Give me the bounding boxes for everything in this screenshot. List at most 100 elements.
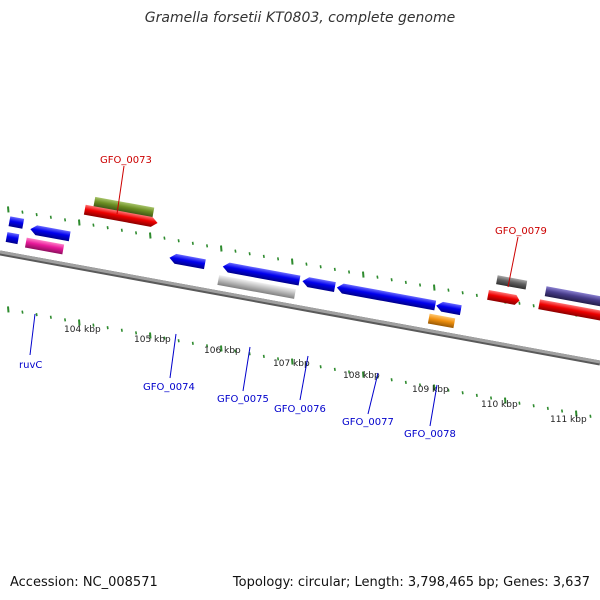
label-gfo0078[interactable]: GFO_0078: [404, 429, 456, 440]
gene-silver-gfo0075[interactable]: [217, 275, 296, 299]
kbp-label-111: 111 kbp: [550, 415, 587, 425]
tick-mark: [220, 345, 223, 352]
tick-mark: [262, 254, 265, 258]
label-gfo0076[interactable]: GFO_0076: [274, 404, 326, 415]
tick-mark: [277, 257, 280, 261]
tick-mark: [447, 388, 450, 392]
tick-mark: [447, 288, 450, 292]
gene-blue-gfo0076[interactable]: [302, 276, 336, 293]
tick-mark: [518, 401, 521, 405]
map-title: Gramella forsetii KT0803, complete genom…: [144, 10, 456, 26]
gene-red-gfo0073[interactable]: [83, 204, 159, 228]
tick-mark: [433, 284, 436, 291]
tick-mark: [475, 293, 478, 298]
label-gfo0077[interactable]: GFO_0077: [342, 417, 394, 428]
tick-mark: [35, 313, 38, 317]
label-ruvc[interactable]: ruvC: [19, 360, 42, 371]
gene-red-right[interactable]: [487, 289, 520, 306]
gene-slate-right[interactable]: [544, 286, 600, 307]
tick-mark: [7, 306, 10, 313]
gene-magenta-ruvc[interactable]: [24, 237, 65, 255]
tick-mark: [92, 223, 95, 227]
label-gfo0079[interactable]: GFO_0079: [495, 226, 547, 237]
tick-mark: [589, 414, 592, 418]
upper-tick-row: [7, 206, 592, 318]
tick-mark: [163, 236, 166, 240]
tick-mark: [191, 241, 194, 245]
tick-mark: [177, 239, 180, 243]
tick-mark: [21, 310, 24, 314]
tick-mark: [348, 370, 351, 374]
gene-blue-gfo0078-a[interactable]: [435, 301, 462, 316]
gene-orange-gfo0078[interactable]: [427, 313, 456, 329]
gene-red-far-right[interactable]: [538, 299, 600, 321]
tick-mark: [561, 409, 564, 413]
kbp-label-109: 109 kbp: [412, 385, 449, 395]
tick-mark: [78, 319, 81, 326]
tick-mark: [277, 357, 280, 361]
tick-mark: [135, 331, 138, 335]
tick-mark: [419, 383, 422, 387]
tick-mark: [461, 291, 464, 295]
tick-mark: [546, 406, 549, 411]
kbp-label-110: 110 kbp: [481, 400, 518, 410]
bottom-leaders: [29, 313, 438, 427]
tick-mark: [376, 275, 379, 279]
tick-mark: [49, 315, 52, 319]
tick-mark: [305, 262, 308, 266]
gene-blue-ruvc-neighbor[interactable]: [29, 224, 71, 242]
gene-blue-edge-2[interactable]: [5, 232, 20, 245]
tick-mark: [319, 365, 322, 369]
kbp-label-104: 104 kbp: [64, 325, 101, 335]
top-leaders: [116, 165, 519, 288]
label-gfo0075[interactable]: GFO_0075: [217, 394, 269, 405]
tick-mark: [404, 380, 407, 384]
tick-mark: [191, 341, 194, 345]
gene-blue-gfo0074[interactable]: [169, 253, 206, 270]
tick-mark: [532, 304, 535, 308]
tick-mark: [404, 280, 407, 284]
kbp-label-107: 107 kbp: [273, 359, 310, 369]
tick-mark: [120, 328, 123, 332]
tick-mark: [7, 206, 10, 213]
tick-mark: [348, 270, 351, 274]
tick-mark: [149, 332, 152, 339]
accession-text: Accession: NC_008571: [10, 575, 158, 590]
tick-mark: [106, 326, 109, 330]
tick-mark: [49, 215, 52, 219]
gene-track: [83, 196, 600, 321]
tick-mark: [490, 396, 493, 400]
gene-blue-edge-1[interactable]: [8, 216, 25, 229]
gene-gray-gfo0079[interactable]: [496, 275, 528, 290]
kbp-label-106: 106 kbp: [204, 346, 241, 356]
tick-mark: [390, 278, 393, 282]
label-gfo0074[interactable]: GFO_0074: [143, 382, 195, 393]
kbp-label-108: 108 kbp: [343, 371, 380, 381]
tick-mark: [206, 344, 209, 348]
tick-mark: [135, 231, 138, 235]
gene-olive[interactable]: [93, 196, 155, 218]
tick-mark: [362, 371, 365, 378]
tick-mark: [291, 358, 294, 365]
gene-blue-gfo0077[interactable]: [336, 283, 437, 311]
tick-mark: [419, 283, 422, 287]
tick-mark: [362, 271, 365, 278]
label-gfo0073[interactable]: GFO_0073: [100, 155, 152, 166]
tick-mark: [220, 245, 223, 252]
tick-mark: [78, 219, 81, 226]
tick-mark: [64, 318, 67, 322]
tick-mark: [319, 265, 322, 269]
tick-mark: [518, 301, 521, 305]
tick-mark: [234, 249, 237, 253]
gene-blue-gfo0075[interactable]: [222, 262, 301, 286]
gene-track-reverse: [5, 216, 462, 329]
tick-mark: [120, 228, 123, 232]
tick-mark: [461, 391, 464, 395]
tick-mark: [532, 404, 535, 408]
tick-mark: [92, 323, 95, 327]
tick-mark: [64, 218, 67, 222]
tick-mark: [433, 384, 436, 391]
genome-backbone: [0, 250, 600, 364]
tick-mark: [234, 349, 237, 353]
